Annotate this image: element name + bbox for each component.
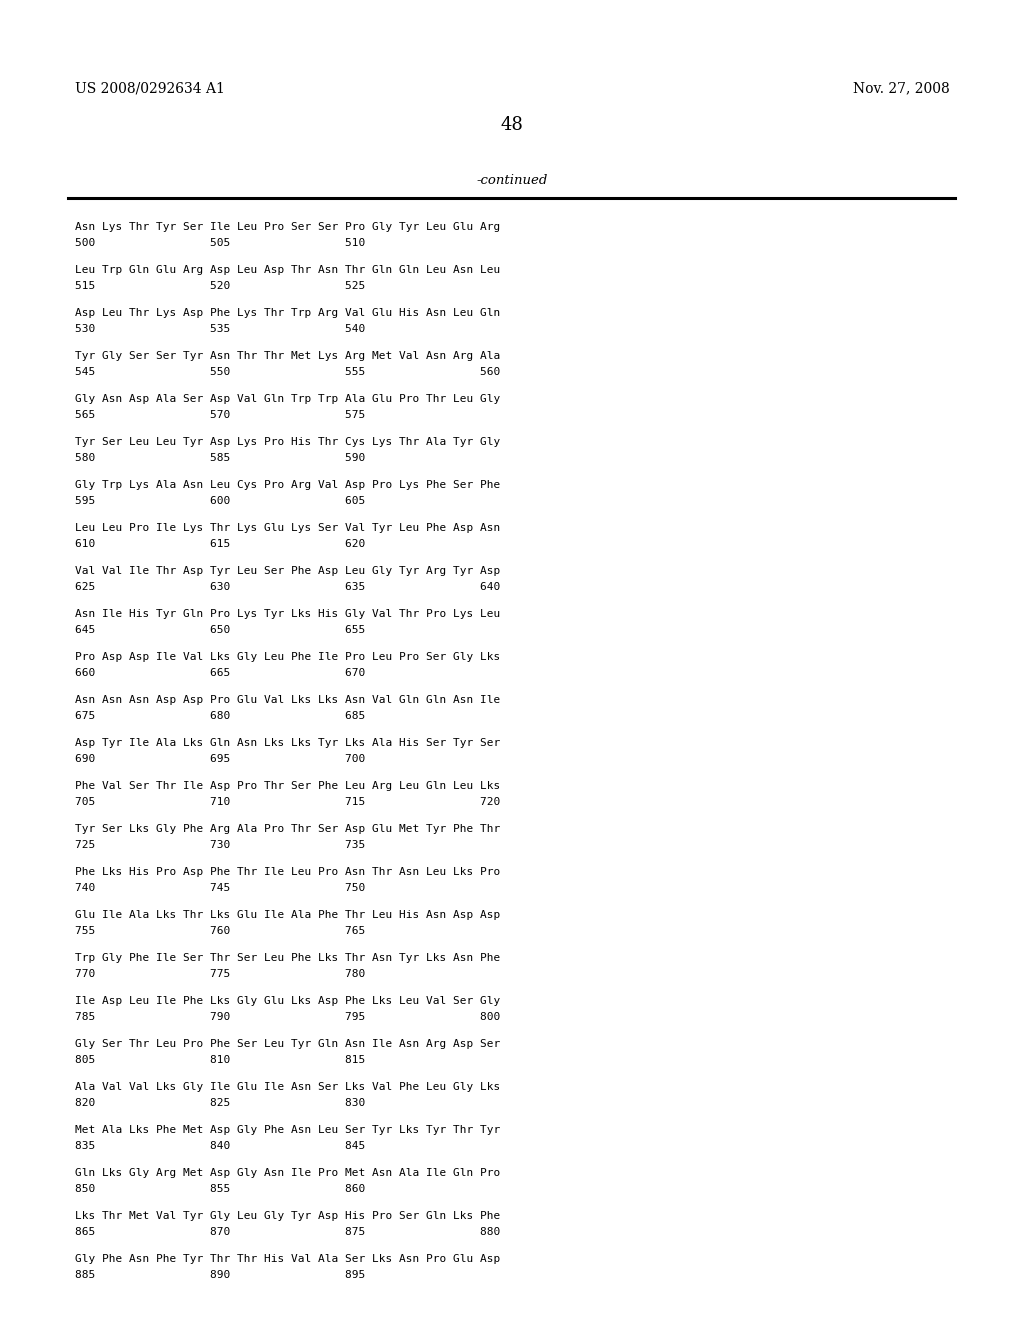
Text: Gly Asn Asp Ala Ser Asp Val Gln Trp Trp Ala Glu Pro Thr Leu Gly: Gly Asn Asp Ala Ser Asp Val Gln Trp Trp … xyxy=(75,393,501,404)
Text: 48: 48 xyxy=(501,116,523,135)
Text: Ala Val Val Lks Gly Ile Glu Ile Asn Ser Lks Val Phe Leu Gly Lks: Ala Val Val Lks Gly Ile Glu Ile Asn Ser … xyxy=(75,1082,501,1092)
Text: 660                 665                 670: 660 665 670 xyxy=(75,668,366,678)
Text: 565                 570                 575: 565 570 575 xyxy=(75,411,366,420)
Text: Lks Thr Met Val Tyr Gly Leu Gly Tyr Asp His Pro Ser Gln Lks Phe: Lks Thr Met Val Tyr Gly Leu Gly Tyr Asp … xyxy=(75,1210,501,1221)
Text: 740                 745                 750: 740 745 750 xyxy=(75,883,366,894)
Text: Asn Ile His Tyr Gln Pro Lys Tyr Lks His Gly Val Thr Pro Lys Leu: Asn Ile His Tyr Gln Pro Lys Tyr Lks His … xyxy=(75,609,501,619)
Text: 725                 730                 735: 725 730 735 xyxy=(75,840,366,850)
Text: 755                 760                 765: 755 760 765 xyxy=(75,927,366,936)
Text: Tyr Ser Lks Gly Phe Arg Ala Pro Thr Ser Asp Glu Met Tyr Phe Thr: Tyr Ser Lks Gly Phe Arg Ala Pro Thr Ser … xyxy=(75,824,501,834)
Text: 850                 855                 860: 850 855 860 xyxy=(75,1184,366,1195)
Text: Val Val Ile Thr Asp Tyr Leu Ser Phe Asp Leu Gly Tyr Arg Tyr Asp: Val Val Ile Thr Asp Tyr Leu Ser Phe Asp … xyxy=(75,566,501,576)
Text: Leu Leu Pro Ile Lys Thr Lys Glu Lys Ser Val Tyr Leu Phe Asp Asn: Leu Leu Pro Ile Lys Thr Lys Glu Lys Ser … xyxy=(75,523,501,533)
Text: Asn Lys Thr Tyr Ser Ile Leu Pro Ser Ser Pro Gly Tyr Leu Glu Arg: Asn Lys Thr Tyr Ser Ile Leu Pro Ser Ser … xyxy=(75,222,501,232)
Text: 805                 810                 815: 805 810 815 xyxy=(75,1055,366,1065)
Text: Phe Lks His Pro Asp Phe Thr Ile Leu Pro Asn Thr Asn Leu Lks Pro: Phe Lks His Pro Asp Phe Thr Ile Leu Pro … xyxy=(75,867,501,876)
Text: Gly Phe Asn Phe Tyr Thr Thr His Val Ala Ser Lks Asn Pro Glu Asp: Gly Phe Asn Phe Tyr Thr Thr His Val Ala … xyxy=(75,1254,501,1265)
Text: 835                 840                 845: 835 840 845 xyxy=(75,1140,366,1151)
Text: Tyr Ser Leu Leu Tyr Asp Lys Pro His Thr Cys Lys Thr Ala Tyr Gly: Tyr Ser Leu Leu Tyr Asp Lys Pro His Thr … xyxy=(75,437,501,447)
Text: Asp Leu Thr Lys Asp Phe Lys Thr Trp Arg Val Glu His Asn Leu Gln: Asp Leu Thr Lys Asp Phe Lys Thr Trp Arg … xyxy=(75,308,501,318)
Text: 785                 790                 795                 800: 785 790 795 800 xyxy=(75,1012,501,1022)
Text: Asp Tyr Ile Ala Lks Gln Asn Lks Lks Tyr Lks Ala His Ser Tyr Ser: Asp Tyr Ile Ala Lks Gln Asn Lks Lks Tyr … xyxy=(75,738,501,748)
Text: 885                 890                 895: 885 890 895 xyxy=(75,1270,366,1280)
Text: Trp Gly Phe Ile Ser Thr Ser Leu Phe Lks Thr Asn Tyr Lks Asn Phe: Trp Gly Phe Ile Ser Thr Ser Leu Phe Lks … xyxy=(75,953,501,964)
Text: Met Ala Lks Phe Met Asp Gly Phe Asn Leu Ser Tyr Lks Tyr Thr Tyr: Met Ala Lks Phe Met Asp Gly Phe Asn Leu … xyxy=(75,1125,501,1135)
Text: 580                 585                 590: 580 585 590 xyxy=(75,453,366,463)
Text: 500                 505                 510: 500 505 510 xyxy=(75,238,366,248)
Text: Gly Ser Thr Leu Pro Phe Ser Leu Tyr Gln Asn Ile Asn Arg Asp Ser: Gly Ser Thr Leu Pro Phe Ser Leu Tyr Gln … xyxy=(75,1039,501,1049)
Text: -continued: -continued xyxy=(476,173,548,186)
Text: 865                 870                 875                 880: 865 870 875 880 xyxy=(75,1228,501,1237)
Text: US 2008/0292634 A1: US 2008/0292634 A1 xyxy=(75,81,225,95)
Text: 705                 710                 715                 720: 705 710 715 720 xyxy=(75,797,501,807)
Text: 820                 825                 830: 820 825 830 xyxy=(75,1098,366,1107)
Text: Pro Asp Asp Ile Val Lks Gly Leu Phe Ile Pro Leu Pro Ser Gly Lks: Pro Asp Asp Ile Val Lks Gly Leu Phe Ile … xyxy=(75,652,501,663)
Text: Gln Lks Gly Arg Met Asp Gly Asn Ile Pro Met Asn Ala Ile Gln Pro: Gln Lks Gly Arg Met Asp Gly Asn Ile Pro … xyxy=(75,1168,501,1177)
Text: 625                 630                 635                 640: 625 630 635 640 xyxy=(75,582,501,591)
Text: 545                 550                 555                 560: 545 550 555 560 xyxy=(75,367,501,378)
Text: Glu Ile Ala Lks Thr Lks Glu Ile Ala Phe Thr Leu His Asn Asp Asp: Glu Ile Ala Lks Thr Lks Glu Ile Ala Phe … xyxy=(75,909,501,920)
Text: Gly Trp Lys Ala Asn Leu Cys Pro Arg Val Asp Pro Lys Phe Ser Phe: Gly Trp Lys Ala Asn Leu Cys Pro Arg Val … xyxy=(75,480,501,490)
Text: 675                 680                 685: 675 680 685 xyxy=(75,711,366,721)
Text: 515                 520                 525: 515 520 525 xyxy=(75,281,366,290)
Text: Nov. 27, 2008: Nov. 27, 2008 xyxy=(853,81,950,95)
Text: 530                 535                 540: 530 535 540 xyxy=(75,323,366,334)
Text: 595                 600                 605: 595 600 605 xyxy=(75,496,366,506)
Text: 645                 650                 655: 645 650 655 xyxy=(75,624,366,635)
Text: Ile Asp Leu Ile Phe Lks Gly Glu Lks Asp Phe Lks Leu Val Ser Gly: Ile Asp Leu Ile Phe Lks Gly Glu Lks Asp … xyxy=(75,997,501,1006)
Text: Phe Val Ser Thr Ile Asp Pro Thr Ser Phe Leu Arg Leu Gln Leu Lks: Phe Val Ser Thr Ile Asp Pro Thr Ser Phe … xyxy=(75,781,501,791)
Text: 770                 775                 780: 770 775 780 xyxy=(75,969,366,979)
Text: 610                 615                 620: 610 615 620 xyxy=(75,539,366,549)
Text: Asn Asn Asn Asp Asp Pro Glu Val Lks Lks Asn Val Gln Gln Asn Ile: Asn Asn Asn Asp Asp Pro Glu Val Lks Lks … xyxy=(75,696,501,705)
Text: 690                 695                 700: 690 695 700 xyxy=(75,754,366,764)
Text: Tyr Gly Ser Ser Tyr Asn Thr Thr Met Lys Arg Met Val Asn Arg Ala: Tyr Gly Ser Ser Tyr Asn Thr Thr Met Lys … xyxy=(75,351,501,360)
Text: Leu Trp Gln Glu Arg Asp Leu Asp Thr Asn Thr Gln Gln Leu Asn Leu: Leu Trp Gln Glu Arg Asp Leu Asp Thr Asn … xyxy=(75,265,501,275)
